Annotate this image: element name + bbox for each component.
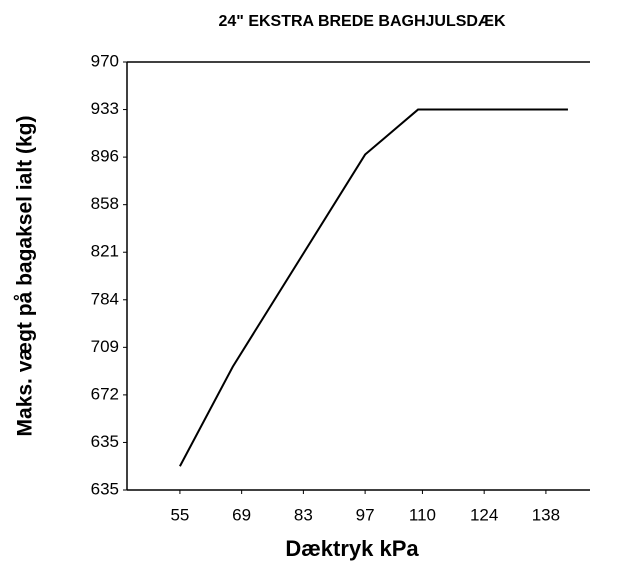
data-line (179, 108, 568, 467)
x-axis-label: Dæktryk kPa (285, 536, 419, 561)
y-tick-label: 784 (91, 289, 119, 308)
y-tick-label: 970 (91, 51, 119, 70)
x-tick-label: 110 (409, 505, 436, 524)
x-tick-label: 69 (232, 505, 251, 524)
y-tick-label: 635 (91, 432, 119, 451)
y-tick-label: 821 (91, 242, 119, 261)
y-tick-label: 858 (91, 194, 119, 213)
y-tick-label: 672 (91, 384, 119, 403)
y-tick-label: 709 (91, 337, 119, 356)
x-tick-label: 55 (170, 505, 189, 524)
x-tick-label: 124 (470, 505, 498, 524)
x-tick-label: 138 (532, 505, 560, 524)
x-tick-label: 83 (294, 505, 313, 524)
x-tick-label: 97 (356, 505, 375, 524)
y-tick-label: 896 (91, 147, 119, 166)
y-axis-label: Maks. vægt på bagaksel ialt (kg) (14, 116, 37, 437)
y-tick-label: 635 (91, 479, 119, 498)
chart-title: 24" EKSTRA BREDE BAGHJULSDÆK (218, 13, 505, 30)
y-tick-label: 933 (91, 99, 119, 118)
